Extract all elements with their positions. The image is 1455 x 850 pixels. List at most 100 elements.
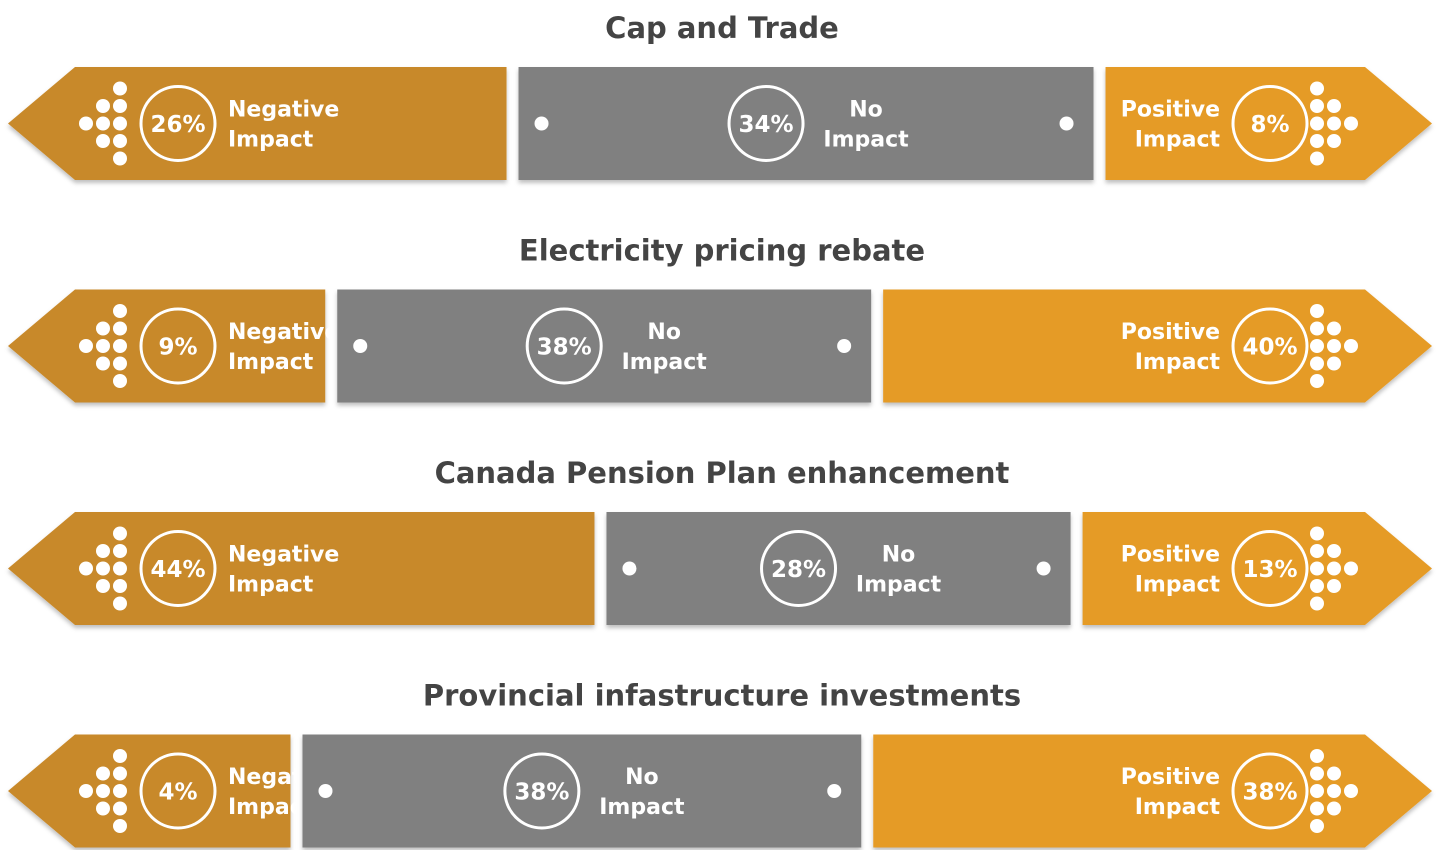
icon-dot — [113, 544, 127, 558]
value-label: 28% — [771, 557, 826, 583]
icon-dot — [1310, 766, 1324, 781]
icon-dot — [1310, 579, 1324, 593]
segment — [1082, 512, 1432, 625]
icon-dot — [113, 374, 127, 388]
icon-dot — [96, 801, 110, 816]
icon-dot — [113, 579, 127, 593]
icon-dot — [1310, 356, 1324, 371]
icon-dot — [1327, 801, 1341, 816]
value-label: 4% — [158, 780, 197, 806]
value-label: 38% — [514, 780, 569, 806]
icon-dot — [113, 81, 127, 96]
icon-dot — [96, 784, 110, 798]
icon-dot — [113, 304, 127, 318]
percent-ring — [727, 85, 805, 162]
segment — [606, 512, 1071, 625]
value-label: 9% — [158, 335, 197, 361]
value-label: 44% — [150, 557, 205, 583]
percent-ring — [139, 530, 217, 607]
icon-dot — [113, 801, 127, 816]
percent-ring — [760, 530, 838, 607]
segment — [337, 289, 872, 403]
icon-dot — [96, 579, 110, 593]
value-label: 38% — [537, 335, 592, 361]
icon-dot — [96, 356, 110, 371]
icon-dot — [1327, 321, 1341, 336]
icon-dot — [96, 339, 110, 353]
percent-ring — [503, 752, 581, 830]
icon-dot — [1310, 81, 1324, 96]
icon-dot — [96, 99, 110, 113]
percent-ring — [139, 752, 217, 830]
segment-label: Positive Impact — [1121, 320, 1221, 375]
segment — [8, 512, 595, 625]
icon-dot — [96, 134, 110, 148]
icon-dot — [1310, 339, 1324, 353]
icon-dot — [1310, 749, 1324, 763]
icon-dot — [113, 151, 127, 166]
icon-dot — [1310, 116, 1324, 131]
segment-label: No Impact — [599, 765, 685, 820]
icon-dot — [1310, 526, 1324, 541]
segment — [302, 734, 862, 848]
icon-dot — [1327, 544, 1341, 558]
segment — [8, 67, 507, 180]
icon-dot — [113, 356, 127, 371]
value-label: 38% — [1242, 780, 1297, 806]
percent-ring — [1231, 307, 1309, 385]
segment-label: Positive Impact — [1121, 765, 1221, 820]
end-dot — [318, 784, 333, 798]
percent-ring — [525, 307, 603, 385]
icon-dot — [79, 339, 93, 353]
segment — [518, 67, 1094, 180]
icon-dot — [1327, 116, 1341, 131]
icon-dot — [1310, 374, 1324, 388]
icon-dot — [1310, 321, 1324, 336]
icon-dot — [79, 784, 93, 798]
icon-dot — [96, 561, 110, 576]
icon-dot — [113, 596, 127, 611]
icon-dot — [1327, 784, 1341, 798]
segment-label: No Impact — [823, 98, 909, 153]
icon-dot — [1327, 766, 1341, 781]
icon-dot — [1310, 784, 1324, 798]
end-dot — [534, 116, 549, 131]
icon-dot — [1327, 561, 1341, 576]
value-label: 34% — [738, 112, 793, 138]
segment-label: Negative Impact — [228, 98, 339, 153]
value-label: 26% — [150, 112, 205, 138]
end-dot — [1059, 116, 1074, 131]
icon-dot — [1310, 151, 1324, 166]
chart-title: Provincial infastructure investments — [423, 679, 1021, 713]
icon-dot — [1344, 339, 1358, 353]
icon-dot — [113, 749, 127, 763]
icon-dot — [1310, 801, 1324, 816]
percent-ring — [139, 307, 217, 385]
icon-dot — [1310, 819, 1324, 833]
icon-dot — [113, 526, 127, 541]
segment-label: Positive Impact — [1121, 98, 1221, 153]
icon-dot — [1327, 579, 1341, 593]
end-dot — [353, 339, 368, 353]
icon-dot — [1344, 561, 1358, 576]
end-dot — [1036, 561, 1051, 576]
icon-dot — [79, 561, 93, 576]
end-dot — [837, 339, 852, 353]
icon-dot — [1327, 134, 1341, 148]
icon-dot — [113, 99, 127, 113]
segment-label: No Impact — [622, 320, 708, 375]
icon-dot — [1310, 544, 1324, 558]
icon-dot — [113, 766, 127, 781]
segment-label: Positive Impact — [1121, 543, 1221, 598]
icon-dot — [113, 561, 127, 576]
icon-dot — [96, 766, 110, 781]
segment — [8, 734, 291, 848]
segment-label: Negative Impact — [228, 543, 339, 598]
percent-ring — [1231, 530, 1309, 607]
icon-dot — [1327, 339, 1341, 353]
icon-dot — [113, 116, 127, 131]
chart-title: Canada Pension Plan enhancement — [435, 456, 1010, 490]
end-dot — [827, 784, 842, 798]
icon-dot — [113, 134, 127, 148]
